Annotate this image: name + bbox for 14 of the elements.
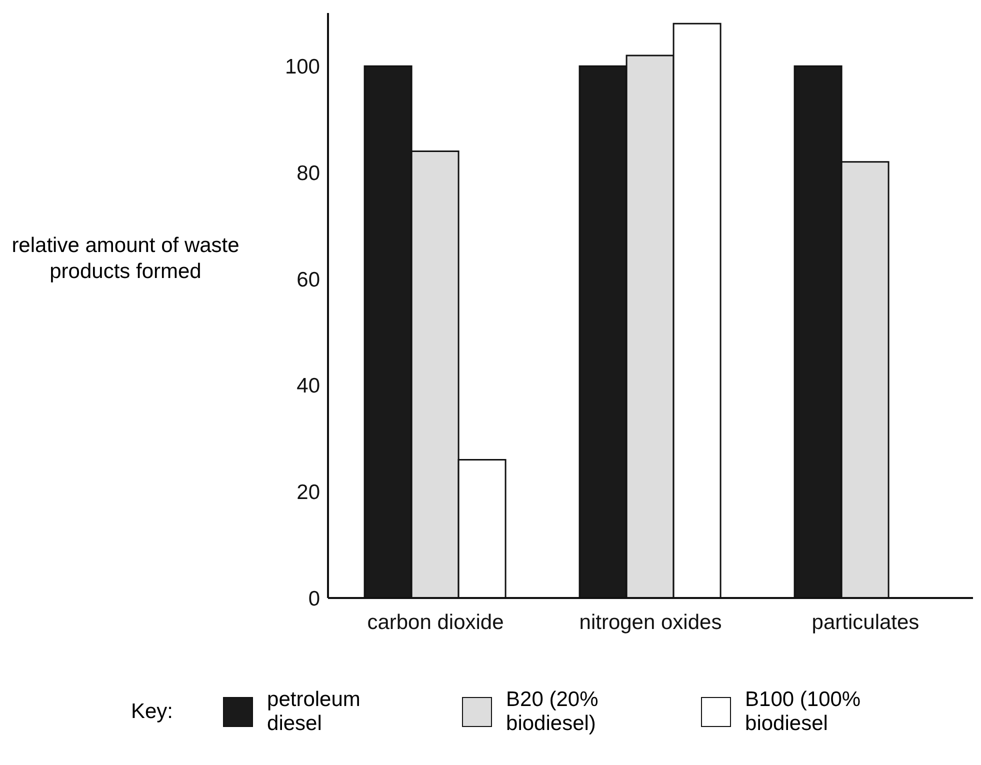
y-tick-label: 60 (296, 268, 320, 292)
legend-title: Key: (130, 700, 174, 724)
x-tick-label: nitrogen oxides (579, 610, 722, 634)
y-tick-label: 100 (284, 56, 320, 79)
x-tick-label: carbon dioxide (367, 610, 504, 634)
legend-label: B100 (100% biodiesel (745, 688, 862, 736)
y-tick-label: 40 (296, 374, 320, 398)
legend-label: B20 (20% biodiesel) (506, 688, 600, 736)
legend-label: petroleum diesel (267, 688, 362, 736)
y-tick-label: 0 (308, 587, 320, 610)
x-tick-label: particulates (812, 610, 920, 634)
y-tick-label: 20 (296, 481, 320, 504)
y-axis-title: relative amount of waste products formed (10, 233, 240, 285)
y-tick-label: 80 (296, 162, 320, 185)
